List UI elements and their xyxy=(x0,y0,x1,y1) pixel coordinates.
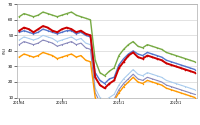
Y-axis label: (%): (%) xyxy=(3,47,7,54)
